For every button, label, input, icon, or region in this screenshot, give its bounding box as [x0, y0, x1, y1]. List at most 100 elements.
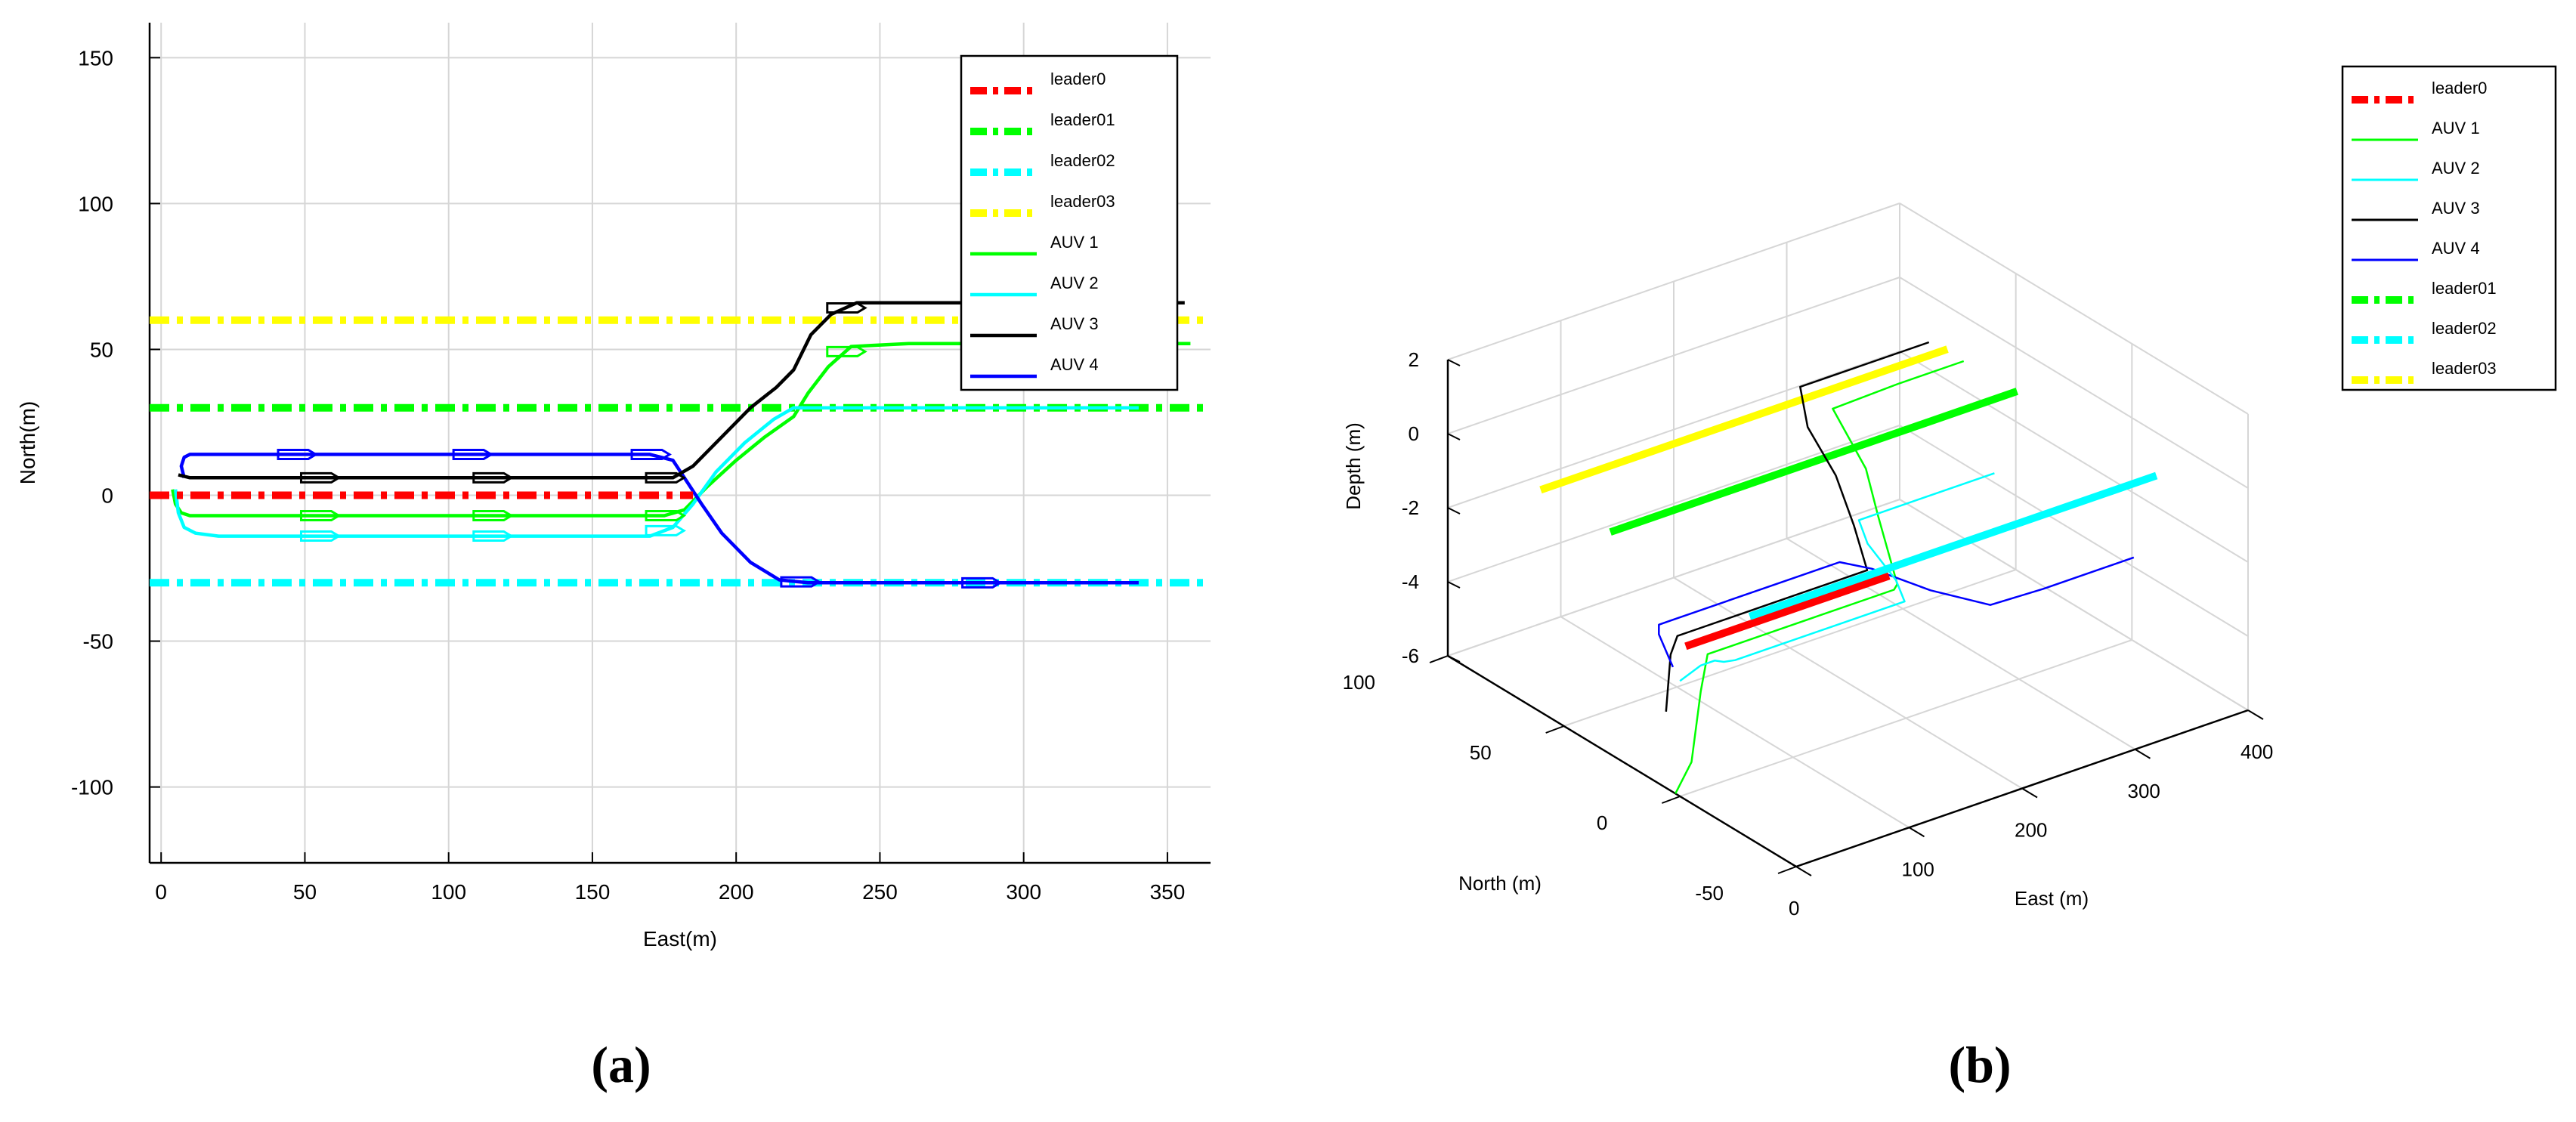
east-tick-label: 100 [1902, 858, 1934, 880]
north-tick-label: -50 [1695, 882, 1724, 904]
x-tick-label: 200 [719, 880, 754, 904]
panel-b-plot: 0 100 200 300 400 -50 0 50 100 -6 -4 -2 0 2 East (m) No… [1342, 65, 2557, 920]
side-wall-grid-z [1899, 351, 2249, 563]
vehicle-glyph [472, 530, 514, 542]
east-tick-label: 0 [1789, 897, 1799, 920]
caption-a: (a) [591, 1036, 651, 1093]
depth-tick-mark [1447, 433, 1461, 440]
side-wall-grid-z [1899, 499, 2249, 711]
east-tick-label: 200 [2015, 819, 2047, 842]
floor-grid-y [1680, 639, 2132, 797]
vehicle-glyph [472, 471, 514, 484]
north-axis-label: North (m) [1458, 872, 1542, 895]
vehicle-glyph [645, 471, 686, 484]
x-tick-label: 250 [862, 880, 898, 904]
depth-tick-label: -4 [1402, 570, 1419, 593]
back-wall-grid-z [1447, 277, 1900, 434]
legend-box [960, 54, 1179, 391]
north-tick-mark [1777, 866, 1797, 874]
legend-label: AUV 1 [2432, 119, 2480, 138]
legend-label: leader02 [1050, 151, 1115, 170]
legend-label: AUV 4 [1050, 355, 1099, 374]
vehicle-glyph [780, 576, 821, 588]
x-tick-label: 300 [1006, 880, 1041, 904]
depth-axis-label: Depth (m) [1342, 422, 1365, 510]
legend-label: AUV 1 [1050, 233, 1099, 252]
depth-tick-label: 2 [1409, 348, 1419, 371]
series-line-auv-4 [179, 453, 1139, 585]
floor-grid-x [1786, 537, 2136, 750]
vehicle-glyph [645, 524, 686, 536]
legend-label: AUV 2 [1050, 274, 1099, 292]
east-tick-mark [1908, 827, 1925, 838]
legend-label: leader01 [1050, 110, 1115, 129]
series-line-auv-3 [178, 301, 1185, 480]
legend-label: AUV 3 [1050, 314, 1099, 333]
back-wall-grid-z [1447, 425, 1900, 583]
north-axis-line [1447, 654, 1797, 868]
legend-label: leader02 [2432, 319, 2497, 338]
floor-grid-x [1560, 616, 1910, 829]
east-tick-label: 300 [2128, 780, 2160, 802]
east-axis-label: East (m) [2015, 887, 2089, 910]
east-tick-mark [2134, 748, 2151, 759]
series-line-auv-2 [1679, 472, 1995, 682]
series-line-leader02 [1748, 471, 2158, 620]
legend-box [2341, 65, 2557, 391]
y-axis-label: North(m) [16, 401, 39, 484]
depth-tick-mark [1447, 581, 1461, 589]
vehicle-glyph [472, 510, 514, 522]
series-line-auv-4 [1658, 556, 2135, 668]
series-line-auv-1 [171, 342, 1191, 518]
x-tick-label: 50 [293, 880, 317, 904]
east-tick-mark [1795, 866, 1812, 876]
caption-b: (b) [1948, 1036, 2011, 1093]
x-tick-label: 150 [575, 880, 611, 904]
north-tick-mark [1545, 725, 1565, 734]
y-tick-label: 150 [78, 46, 113, 70]
vehicle-glyph [630, 448, 672, 460]
depth-tick-mark [1447, 507, 1461, 515]
y-tick-label: -50 [83, 630, 113, 654]
north-tick-label: 100 [1343, 671, 1375, 694]
back-wall-grid-z [1447, 351, 1900, 508]
panel-a-plot: 0 50 100 150 200 250 300 350 -100 -50 0 50 100 150 Eas… [16, 23, 1211, 950]
north-tick-label: 50 [1470, 741, 1492, 764]
east-tick-label: 400 [2240, 740, 2273, 763]
legend-label: leader03 [1050, 192, 1115, 211]
east-tick-mark [2021, 787, 2038, 799]
legend-label: leader01 [2432, 279, 2497, 298]
depth-tick-mark [1447, 655, 1461, 663]
vehicle-glyph [826, 302, 867, 314]
vehicle-glyph [299, 530, 342, 542]
east-tick-mark [2247, 709, 2264, 720]
series-line-leader0 [1684, 572, 1891, 651]
back-wall-grid-z [1447, 202, 1900, 360]
vehicle-glyph [961, 576, 1003, 589]
legend-label: AUV 4 [2432, 239, 2480, 258]
y-tick-label: 100 [78, 192, 113, 215]
depth-tick-label: 0 [1409, 422, 1419, 445]
depth-tick-label: -6 [1402, 644, 1419, 667]
x-axis-label: East(m) [643, 927, 717, 950]
legend-label: leader0 [1050, 70, 1106, 88]
vehicle-glyph [299, 510, 342, 522]
vehicle-glyph [299, 471, 342, 484]
depth-tick-label: -2 [1402, 496, 1419, 519]
side-wall-grid-z [1899, 425, 2249, 637]
legend-label: AUV 3 [2432, 199, 2480, 218]
side-wall-grid-z [1899, 277, 2249, 489]
north-tick-label: 0 [1597, 811, 1607, 834]
series-line-leader03 [1539, 345, 1949, 494]
y-tick-label: -100 [71, 776, 113, 799]
side-wall-grid-z [1899, 202, 2249, 415]
series-line-auv-1 [1675, 360, 1965, 794]
x-tick-label: 350 [1150, 880, 1186, 904]
vehicle-glyph [277, 448, 318, 460]
x-tick-label: 0 [155, 880, 167, 904]
y-tick-label: 0 [101, 484, 113, 508]
series-line-leader01 [1609, 388, 2018, 536]
x-tick-label: 100 [431, 880, 466, 904]
north-tick-mark [1661, 796, 1681, 804]
